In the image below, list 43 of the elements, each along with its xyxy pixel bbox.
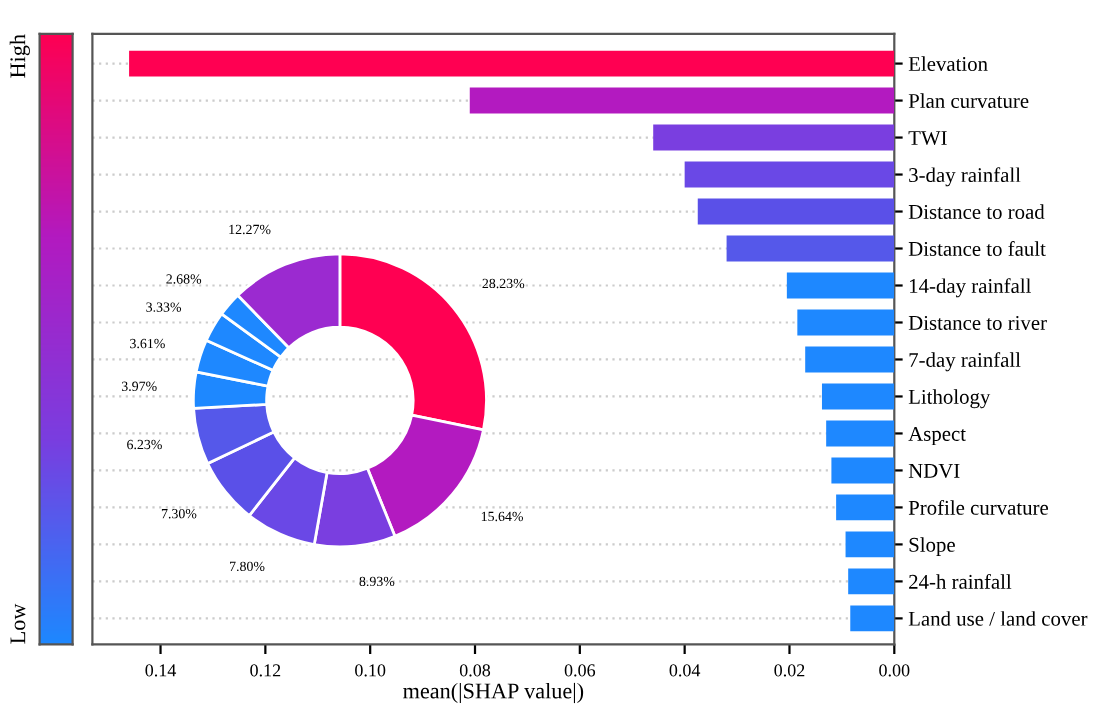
bar bbox=[726, 235, 895, 262]
bar bbox=[836, 494, 895, 521]
x-tick-label: 0.06 bbox=[564, 664, 596, 677]
bar bbox=[821, 383, 895, 410]
y-tick-label: Lithology bbox=[908, 389, 991, 409]
y-tick-label: 3-day rainfall bbox=[909, 167, 1021, 187]
y-tick-label: Distance to fault bbox=[908, 241, 1046, 256]
y-tick-label: Distance to road bbox=[908, 204, 1045, 219]
x-tick-label: 0.04 bbox=[669, 664, 701, 677]
bar bbox=[831, 457, 895, 484]
y-tick-label: Land use / land cover bbox=[908, 611, 1088, 626]
y-tick-label: 24-h rainfall bbox=[909, 573, 1012, 589]
text: Low bbox=[10, 603, 26, 644]
x-tick-label: 0.10 bbox=[355, 664, 386, 677]
x-tick-label: 0.08 bbox=[459, 664, 491, 677]
bar bbox=[684, 161, 895, 188]
y-tick-label: Slope bbox=[909, 537, 955, 557]
bar bbox=[848, 568, 895, 595]
y-tick-label: Plan curvature bbox=[908, 93, 1029, 108]
bar bbox=[653, 124, 895, 151]
y-tick-label: 7-day rainfall bbox=[909, 352, 1021, 372]
bar bbox=[469, 87, 895, 114]
y-tick-label: 14-day rainfall bbox=[910, 278, 1031, 298]
x-tick-label: 0.14 bbox=[145, 664, 177, 677]
y-tick-label: Aspect bbox=[908, 426, 966, 446]
bar bbox=[826, 420, 895, 447]
bar bbox=[786, 272, 895, 299]
x-tick-label: 0.12 bbox=[250, 664, 281, 677]
y-tick-label: Profile curvature bbox=[908, 499, 1049, 515]
x-tick-label: 0.00 bbox=[879, 664, 910, 677]
bar bbox=[850, 605, 895, 632]
y-tick-label: Distance to river bbox=[908, 315, 1047, 330]
x-tick-label: 0.02 bbox=[774, 664, 805, 677]
bar bbox=[845, 531, 895, 558]
y-tick-label: Elevation bbox=[908, 56, 988, 72]
text: High bbox=[9, 34, 30, 78]
x-axis-title: mean(|SHAP value|) bbox=[403, 682, 584, 704]
y-tick-label: TWI bbox=[908, 131, 947, 146]
bar bbox=[797, 309, 895, 336]
bar bbox=[805, 346, 895, 373]
bar bbox=[129, 50, 895, 77]
bar bbox=[697, 198, 895, 225]
y-tick-label: NDVI bbox=[908, 464, 960, 478]
